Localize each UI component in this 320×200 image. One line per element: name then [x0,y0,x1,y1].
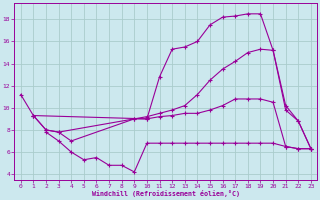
X-axis label: Windchill (Refroidissement éolien,°C): Windchill (Refroidissement éolien,°C) [92,190,240,197]
